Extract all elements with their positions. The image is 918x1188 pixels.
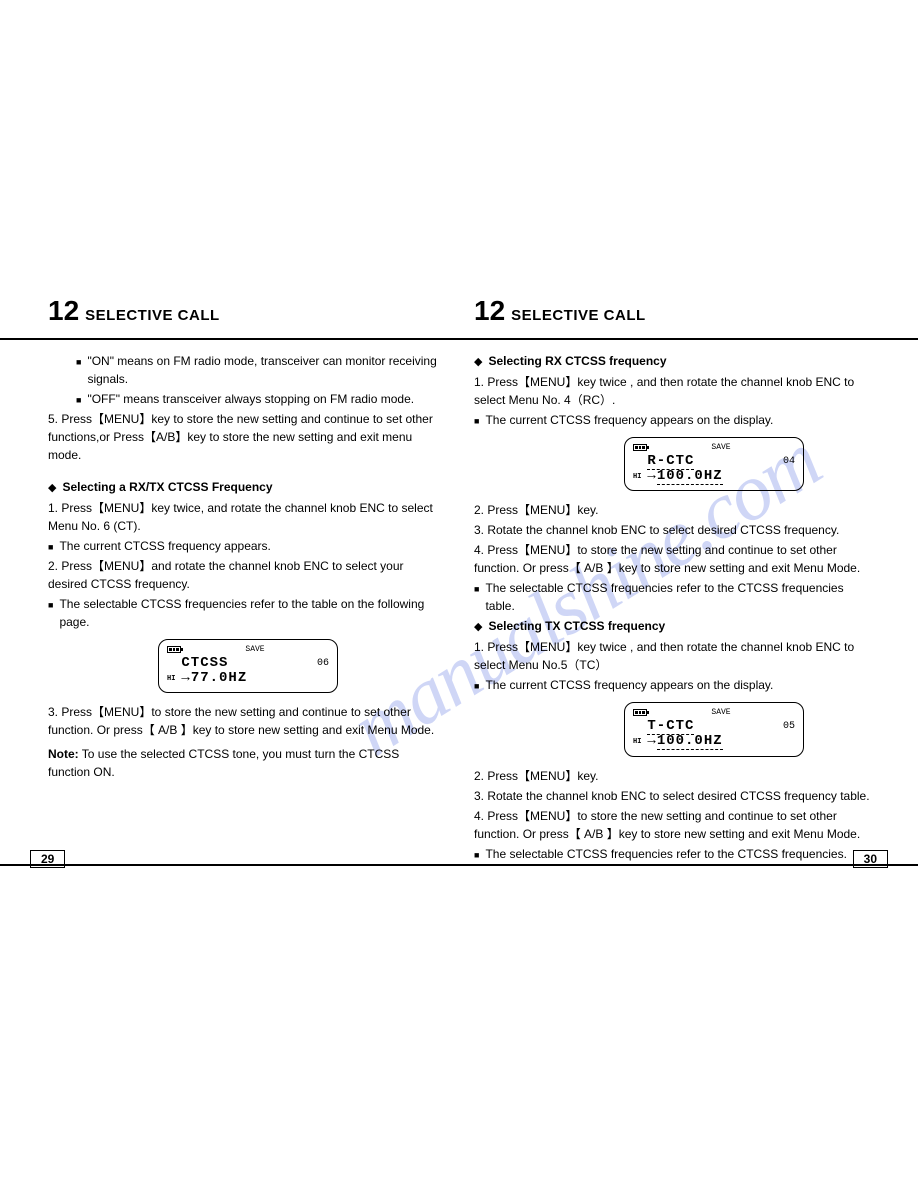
lcd-save-label: SAVE bbox=[711, 707, 730, 719]
lcd-menu-num: 04 bbox=[783, 454, 795, 469]
section-title-text: SELECTIVE CALL bbox=[511, 305, 646, 328]
lcd-text: T-CTC100.0HZ bbox=[647, 719, 722, 750]
section-number: 12 bbox=[474, 290, 505, 332]
heading-rx: Selecting RX CTCSS frequency bbox=[474, 352, 870, 371]
lcd-hi-label: HI bbox=[167, 674, 175, 685]
lcd-display-tctc: SAVE HI T-CTC100.0HZ 05 bbox=[624, 702, 804, 757]
tx-step-4: 4. Press【MENU】to store the new setting a… bbox=[474, 807, 870, 843]
section-title-text: SELECTIVE CALL bbox=[85, 305, 220, 328]
lcd-menu-num: 06 bbox=[317, 656, 329, 671]
step-3: 3. Press【MENU】to store the new setting a… bbox=[48, 703, 444, 739]
step-2: 2. Press【MENU】and rotate the channel kno… bbox=[48, 557, 444, 593]
heading-rxtx: Selecting a RX/TX CTCSS Frequency bbox=[48, 478, 444, 497]
tx-step-1: 1. Press【MENU】key twice , and then rotat… bbox=[474, 638, 870, 674]
battery-icon bbox=[167, 646, 181, 653]
sub-bullet-1: The current CTCSS frequency appears. bbox=[48, 537, 444, 555]
right-column: 12 SELECTIVE CALL Selecting RX CTCSS fre… bbox=[474, 290, 870, 865]
section-number: 12 bbox=[48, 290, 79, 332]
left-column: 12 SELECTIVE CALL "ON" means on FM radio… bbox=[48, 290, 444, 865]
rx-step-3: 3. Rotate the channel knob ENC to select… bbox=[474, 521, 870, 539]
sub-bullet-2: The selectable CTCSS frequencies refer t… bbox=[48, 595, 444, 631]
rx-bullet-1: The current CTCSS frequency appears on t… bbox=[474, 411, 870, 429]
lcd-text: CTCSS77.0HZ bbox=[181, 656, 247, 687]
tx-bullet-2: The selectable CTCSS frequencies refer t… bbox=[474, 845, 870, 863]
bottom-divider bbox=[0, 864, 918, 866]
tx-step-2: 2. Press【MENU】key. bbox=[474, 767, 870, 785]
lcd-menu-num: 05 bbox=[783, 719, 795, 734]
lcd-display-rctc: SAVE HI R-CTC100.0HZ 04 bbox=[624, 437, 804, 492]
lcd-hi-label: HI bbox=[633, 472, 641, 483]
bullet-off: "OFF" means transceiver always stopping … bbox=[48, 390, 444, 408]
rx-step-4: 4. Press【MENU】to store the new setting a… bbox=[474, 541, 870, 577]
lcd-display-ctcss: SAVE HI CTCSS77.0HZ 06 bbox=[158, 639, 338, 694]
note: Note: Note: To use the selected CTCSS to… bbox=[48, 745, 444, 781]
step-5: 5. Press【MENU】key to store the new setti… bbox=[48, 410, 444, 464]
step-1: 1. Press【MENU】key twice, and rotate the … bbox=[48, 499, 444, 535]
manual-spread: 12 SELECTIVE CALL "ON" means on FM radio… bbox=[48, 290, 870, 865]
section-header-right: 12 SELECTIVE CALL bbox=[474, 290, 870, 332]
bullet-on: "ON" means on FM radio mode, transceiver… bbox=[48, 352, 444, 388]
lcd-hi-label: HI bbox=[633, 737, 641, 748]
heading-tx: Selecting TX CTCSS frequency bbox=[474, 617, 870, 636]
rx-step-2: 2. Press【MENU】key. bbox=[474, 501, 870, 519]
battery-icon bbox=[633, 444, 647, 451]
lcd-save-label: SAVE bbox=[711, 442, 730, 454]
lcd-text: R-CTC100.0HZ bbox=[647, 454, 722, 485]
section-header-left: 12 SELECTIVE CALL bbox=[48, 290, 444, 332]
tx-step-3: 3. Rotate the channel knob ENC to select… bbox=[474, 787, 870, 805]
battery-icon bbox=[633, 709, 647, 716]
rx-bullet-2: The selectable CTCSS frequencies refer t… bbox=[474, 579, 870, 615]
tx-bullet-1: The current CTCSS frequency appears on t… bbox=[474, 676, 870, 694]
rx-step-1: 1. Press【MENU】key twice , and then rotat… bbox=[474, 373, 870, 409]
lcd-save-label: SAVE bbox=[245, 644, 264, 656]
